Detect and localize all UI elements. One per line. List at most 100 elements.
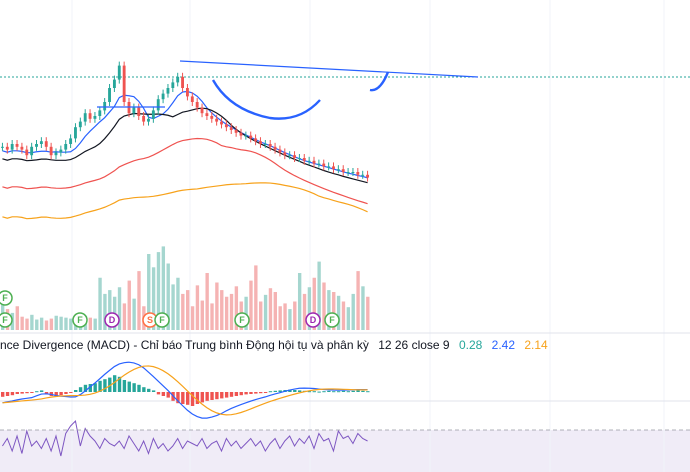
macd-hist-bar	[78, 387, 83, 392]
macd-hist-bar	[142, 387, 146, 392]
macd-hist-bar	[312, 391, 316, 393]
macd-hist-bar	[93, 383, 97, 392]
macd-hist-bar	[254, 392, 258, 394]
candle-body	[137, 107, 141, 116]
cup-curve[interactable]	[211, 79, 321, 120]
macd-hist-bar	[210, 392, 214, 400]
event-marker-label: D	[310, 315, 317, 325]
volume-bar	[322, 282, 326, 330]
candle-body	[1, 146, 4, 148]
macd-hist-bar	[83, 384, 88, 392]
event-marker-circle	[104, 312, 120, 328]
candle-body	[244, 135, 248, 137]
macd-title: nce Divergence (MACD) - Chỉ báo Trung bì…	[0, 338, 369, 352]
macd-hist-bar	[132, 383, 136, 392]
macd-hist-bar	[161, 392, 166, 396]
macd-hist-bar	[15, 392, 19, 394]
candle-body	[147, 118, 150, 122]
macd-hist-bar	[25, 392, 29, 394]
macd-hist-bar	[263, 392, 268, 393]
volume-bar	[254, 265, 258, 330]
event-marker-circle	[72, 312, 88, 328]
candle-body	[210, 116, 214, 119]
event-marker-circle	[305, 312, 321, 328]
candle-body	[239, 132, 243, 136]
volume-bar	[205, 273, 209, 330]
macd-hist-bar	[317, 391, 321, 393]
candle-body	[312, 160, 316, 164]
candle-body	[25, 149, 29, 156]
event-marker-label: F	[2, 293, 8, 303]
macd-hist-bar	[244, 392, 248, 395]
macd-hist-bar	[346, 391, 351, 393]
volume-bar	[156, 252, 161, 330]
macd-hist-bar	[195, 392, 200, 404]
volume-bar	[210, 303, 214, 330]
volume-bar	[283, 303, 287, 330]
macd-hist-bar	[297, 390, 302, 392]
candle-body	[161, 93, 165, 100]
macd-hist-bar	[98, 380, 102, 392]
volume-bar	[147, 254, 151, 330]
macd-hist-bar	[224, 392, 229, 398]
event-marker-circle	[154, 312, 170, 328]
volume-bar	[263, 294, 268, 330]
volume-bar	[312, 277, 316, 330]
volume-bar	[171, 284, 175, 330]
ma-long-line	[2, 182, 368, 220]
macd-hist-bar	[147, 388, 151, 392]
volume-bar	[268, 288, 273, 330]
volume-bar	[356, 271, 360, 330]
volume-bar	[44, 320, 49, 330]
rsi-panel	[2, 419, 368, 457]
grid	[71, 0, 665, 472]
resistance-trendline[interactable]	[179, 60, 479, 78]
candle-body	[200, 107, 204, 114]
volume-bar	[224, 296, 229, 330]
candle-body	[254, 138, 258, 142]
event-markers: FF F D S F F D F	[0, 290, 340, 328]
volume-bar	[30, 314, 34, 330]
ma-fast-line	[2, 90, 368, 179]
macd-hist-bar	[239, 392, 243, 396]
volume-bar	[20, 316, 24, 330]
macd-hist-bar	[74, 390, 78, 392]
rsi-line	[2, 419, 368, 457]
candle-body	[98, 110, 102, 116]
macd-hist-bar	[20, 392, 24, 394]
volume-bar	[25, 318, 29, 330]
volume-bar	[351, 293, 355, 330]
volume-bar	[176, 277, 180, 330]
event-marker-label: F	[2, 315, 8, 325]
macd-hist-bar	[186, 392, 190, 405]
candle-body	[302, 158, 306, 161]
ma-mid-line	[2, 107, 368, 184]
candle-body	[166, 88, 170, 94]
candle-body	[356, 172, 360, 175]
volume-bar	[215, 282, 219, 330]
event-marker-label: F	[329, 315, 335, 325]
candle-body	[15, 144, 19, 147]
candle-body	[215, 118, 219, 122]
macd-hist-bar	[327, 390, 331, 392]
macd-hist-bar	[64, 392, 68, 394]
volume-bar	[278, 306, 282, 330]
macd-hist-bar	[356, 390, 360, 392]
candle-body	[297, 158, 301, 159]
candle-body	[263, 144, 267, 145]
macd-signal-value: 2.14	[524, 338, 548, 352]
volume-bar	[59, 316, 63, 330]
candle-body	[288, 155, 292, 157]
volume-bar	[307, 287, 312, 330]
handle-curve[interactable]	[369, 71, 390, 92]
candle-body	[64, 144, 68, 150]
event-marker-label: S	[147, 315, 153, 325]
candle-body	[332, 166, 335, 170]
event-marker-circle	[234, 312, 250, 328]
macd-hist-bar	[288, 389, 292, 392]
macd-hist-bar	[1, 392, 5, 397]
candle-body	[259, 141, 262, 144]
volume-bar	[122, 303, 127, 330]
ma-slow-line	[2, 137, 368, 205]
candle-body	[39, 141, 43, 144]
